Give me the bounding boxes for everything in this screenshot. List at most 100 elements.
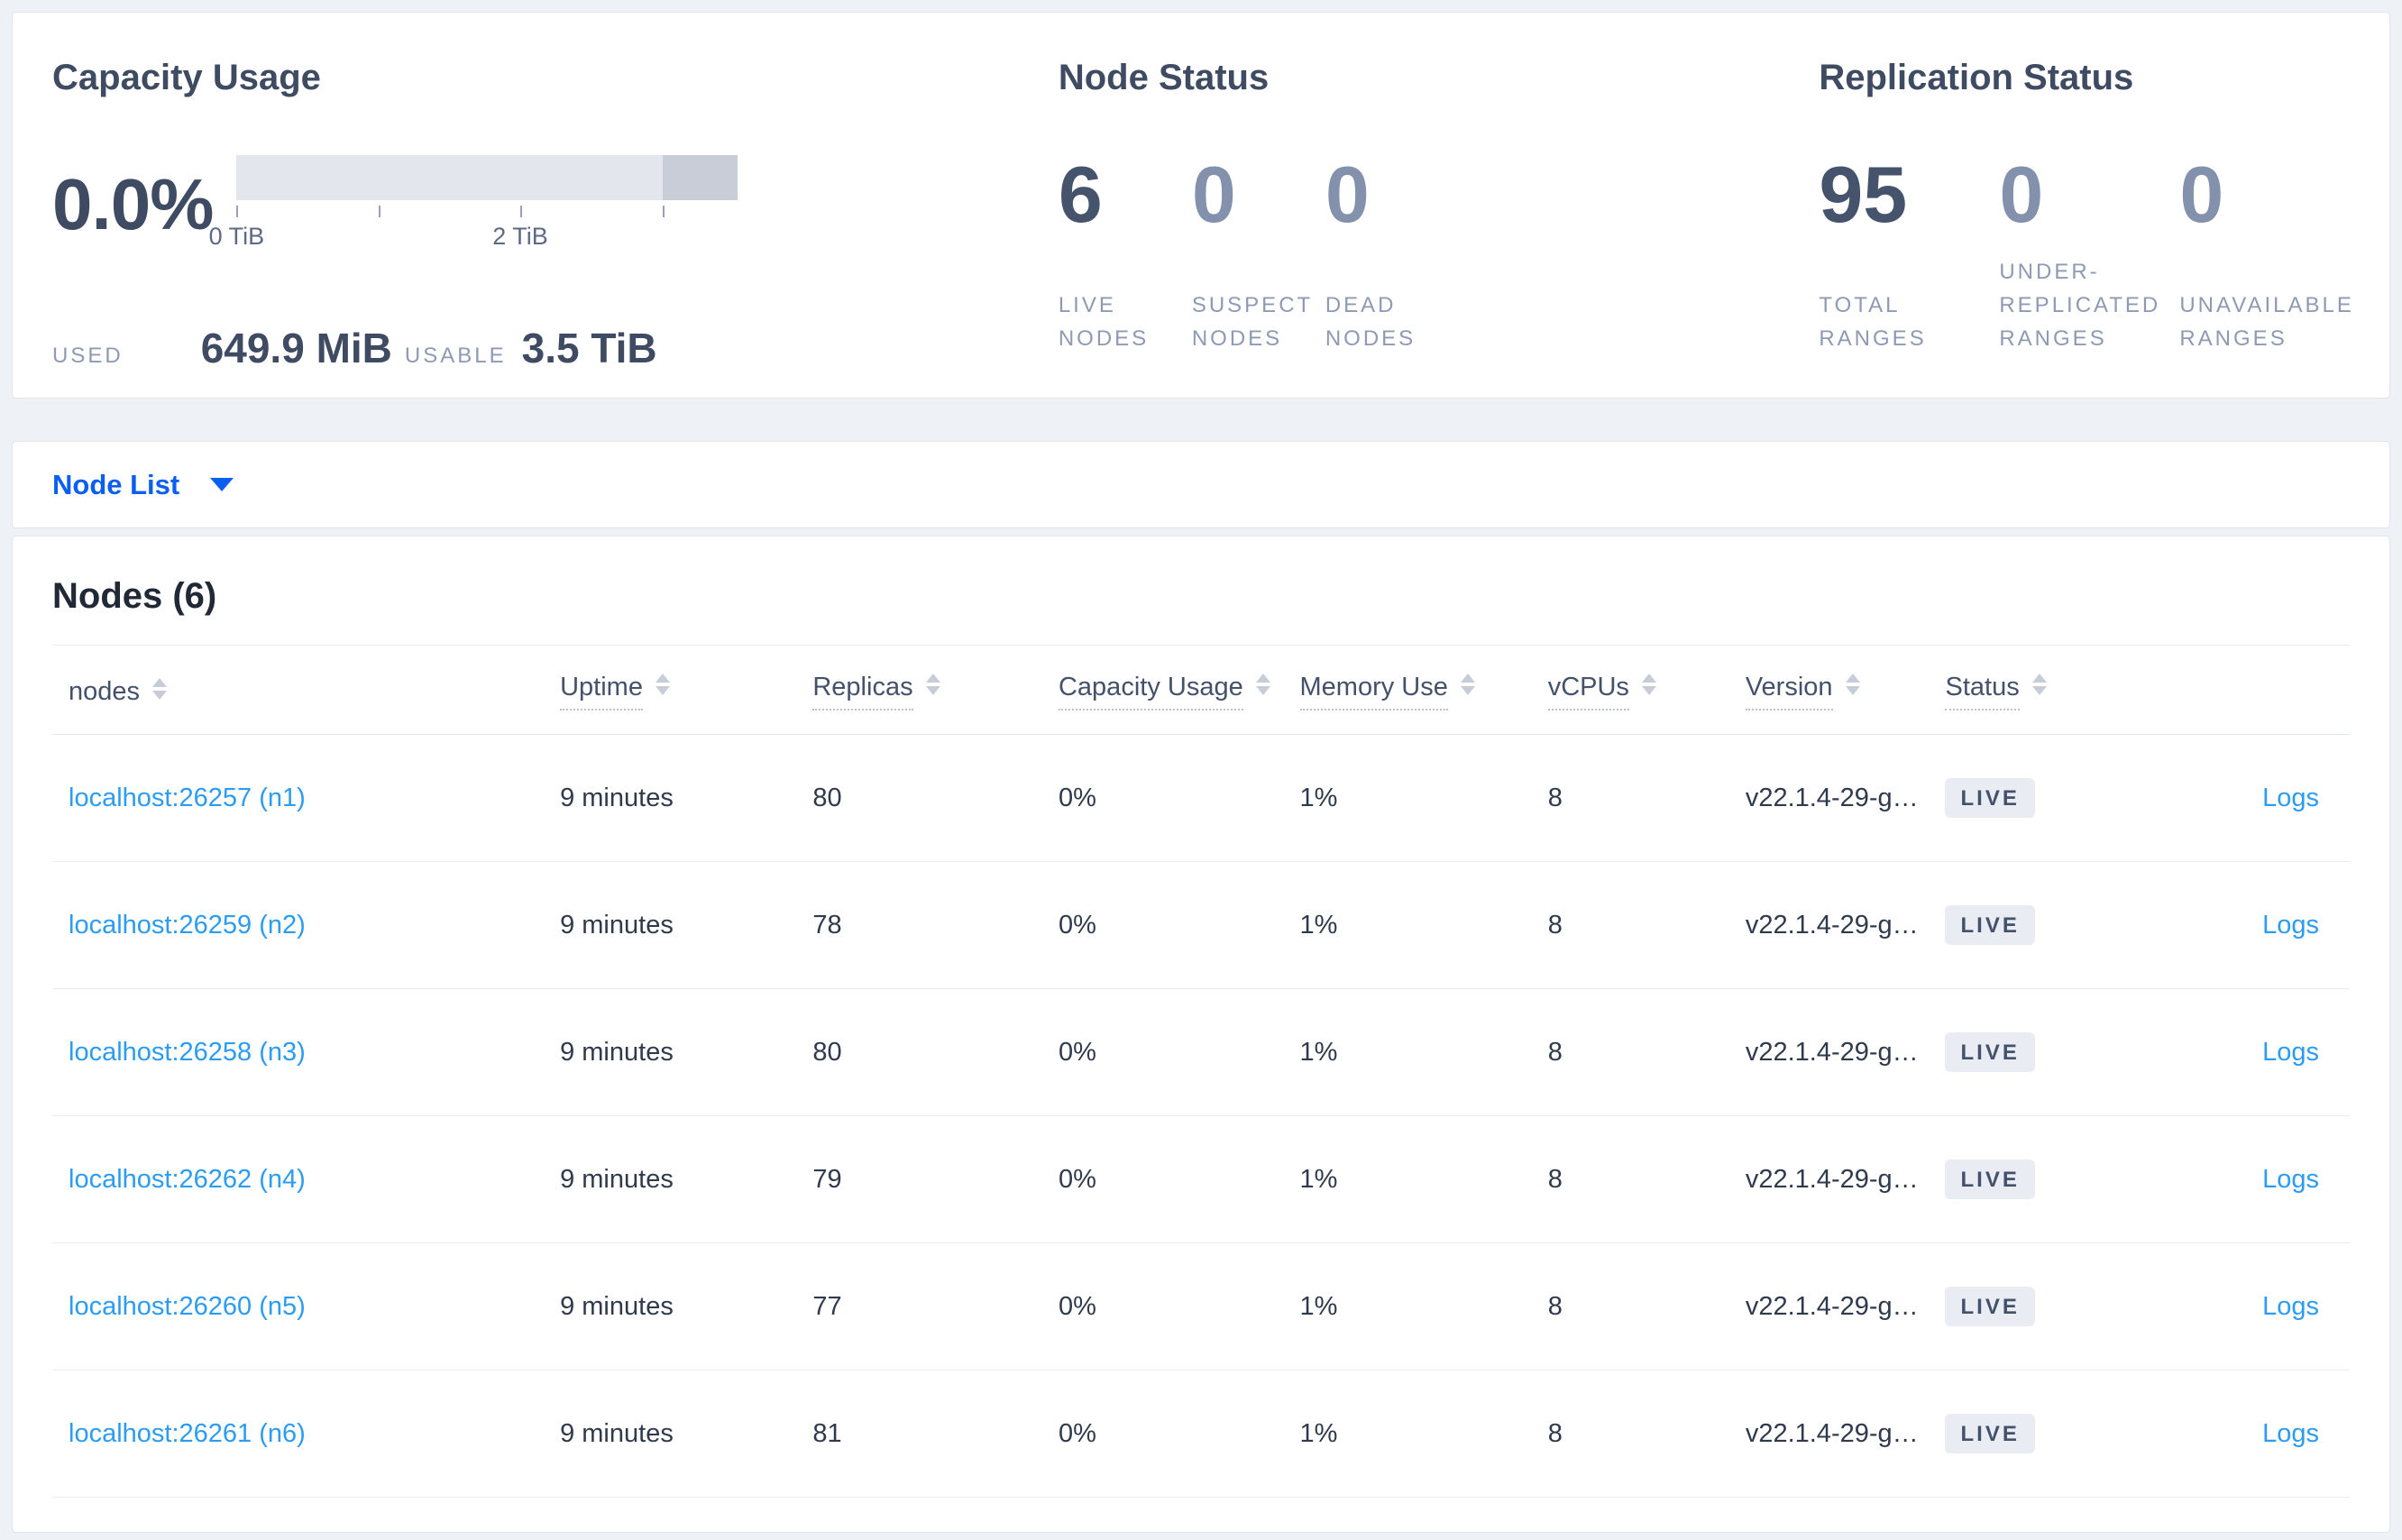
- node-list-dropdown[interactable]: Node List: [52, 468, 180, 500]
- vcpus-cell: 8: [1547, 783, 1563, 812]
- sort-icon: [1460, 674, 1475, 696]
- under-replicated-value: 0: [1999, 150, 2044, 239]
- replicas-cell: 77: [812, 1291, 842, 1321]
- tick-mark: [236, 206, 239, 217]
- capacity-cell: 0%: [1058, 1418, 1096, 1448]
- suspect-nodes-label: SUSPECT NODES: [1191, 293, 1313, 351]
- sort-icon: [1845, 674, 1860, 696]
- version-cell: v22.1.4-29-g…: [1745, 1291, 1919, 1321]
- status-badge: LIVE: [1945, 1414, 2035, 1453]
- column-header-vcpus[interactable]: vCPUs: [1547, 673, 1746, 710]
- table-row: localhost:26257 (n1) 9 minutes 80 0% 1% …: [52, 735, 2350, 862]
- status-badge: LIVE: [1945, 1032, 2035, 1072]
- column-header-capacity-usage[interactable]: Capacity Usage: [1058, 673, 1300, 710]
- capacity-cell: 0%: [1058, 1037, 1096, 1067]
- column-header-uptime[interactable]: Uptime: [560, 673, 812, 710]
- suspect-nodes-stat: 0 SUSPECT NODES: [1192, 155, 1325, 355]
- capacity-usage-title: Capacity Usage: [52, 58, 321, 97]
- capacity-stats-row: USED 649.9 MiB USABLE 3.5 TiB: [52, 324, 1059, 372]
- uptime-cell: 9 minutes: [560, 1037, 674, 1067]
- capacity-cell: 0%: [1058, 910, 1096, 940]
- tick-label-2tib: 2 TiB: [492, 223, 548, 250]
- capacity-bar: 0 TiB 2 TiB: [209, 155, 738, 253]
- chevron-down-icon[interactable]: [210, 478, 234, 491]
- total-ranges-stat: 95 TOTAL RANGES: [1819, 155, 1999, 355]
- total-ranges-label: TOTAL RANGES: [1819, 293, 1927, 351]
- replication-status-title: Replication Status: [1819, 58, 2134, 97]
- sort-icon: [152, 677, 168, 700]
- column-header-memory-use[interactable]: Memory Use: [1299, 673, 1548, 710]
- table-header-row: nodes Uptime Replicas Capacity Usage Mem…: [52, 646, 2350, 735]
- node-link[interactable]: localhost:26257 (n1): [69, 783, 306, 812]
- capacity-percent-value: 0.0%: [52, 163, 214, 244]
- dead-nodes-value: 0: [1325, 150, 1370, 239]
- replicas-cell: 81: [812, 1418, 842, 1448]
- memory-cell: 1%: [1299, 1418, 1338, 1448]
- tick-mark: [378, 206, 380, 217]
- capacity-gauge: 0.0% 0 TiB 2 TiB: [52, 155, 1059, 253]
- tick-mark: [662, 206, 665, 217]
- live-nodes-value: 6: [1058, 150, 1103, 239]
- vcpus-cell: 8: [1547, 1418, 1563, 1448]
- node-status-title: Node Status: [1058, 58, 1270, 97]
- vcpus-cell: 8: [1547, 910, 1563, 940]
- capacity-bar-reserved-segment: [662, 155, 738, 200]
- node-status-section: Node Status 6 LIVE NODES 0 SUSPECT NODES…: [1059, 56, 1820, 398]
- column-header-version[interactable]: Version: [1745, 673, 1946, 710]
- column-header-status[interactable]: Status: [1945, 673, 2145, 710]
- capacity-cell: 0%: [1058, 1291, 1096, 1321]
- sort-icon: [655, 674, 670, 696]
- sort-icon: [1255, 674, 1270, 696]
- version-cell: v22.1.4-29-g…: [1745, 1164, 1919, 1194]
- vcpus-cell: 8: [1547, 1164, 1563, 1194]
- unavailable-ranges-label: UNAVAILABLE RANGES: [2179, 293, 2354, 351]
- replication-status-section: Replication Status 95 TOTAL RANGES 0 UND…: [1819, 56, 2389, 398]
- sort-icon: [2031, 674, 2047, 696]
- uptime-cell: 9 minutes: [560, 1164, 674, 1194]
- sort-icon: [925, 674, 940, 696]
- node-link[interactable]: localhost:26261 (n6): [69, 1418, 306, 1448]
- replicas-cell: 78: [812, 910, 842, 940]
- logs-link[interactable]: Logs: [2262, 1291, 2319, 1321]
- cluster-summary-card: Capacity Usage 0.0% 0 TiB 2 TiB: [12, 12, 2390, 399]
- node-link[interactable]: localhost:26260 (n5): [69, 1291, 306, 1321]
- logs-link[interactable]: Logs: [2262, 1037, 2319, 1067]
- live-nodes-stat: 6 LIVE NODES: [1059, 155, 1192, 355]
- dead-nodes-label: DEAD NODES: [1325, 293, 1416, 351]
- uptime-cell: 9 minutes: [560, 1291, 674, 1321]
- used-label: USED: [52, 344, 124, 368]
- column-header-replicas[interactable]: Replicas: [812, 673, 1059, 710]
- replicas-cell: 80: [812, 1037, 842, 1067]
- replicas-cell: 80: [812, 783, 842, 812]
- node-link[interactable]: localhost:26259 (n2): [69, 910, 306, 940]
- status-badge: LIVE: [1945, 1160, 2035, 1199]
- memory-cell: 1%: [1299, 783, 1338, 812]
- status-badge: LIVE: [1945, 905, 2035, 945]
- usable-value: 3.5 TiB: [521, 325, 657, 371]
- dead-nodes-stat: 0 DEAD NODES: [1325, 155, 1459, 355]
- uptime-cell: 9 minutes: [560, 910, 674, 940]
- logs-link[interactable]: Logs: [2262, 1418, 2319, 1448]
- version-cell: v22.1.4-29-g…: [1745, 783, 1919, 812]
- table-row: localhost:26258 (n3) 9 minutes 80 0% 1% …: [52, 989, 2350, 1116]
- divider: [52, 645, 2350, 646]
- version-cell: v22.1.4-29-g…: [1745, 1418, 1919, 1448]
- logs-link[interactable]: Logs: [2262, 910, 2319, 940]
- suspect-nodes-value: 0: [1191, 150, 1236, 239]
- nodes-table-card: Nodes (6) nodes Uptime Replicas Capacity…: [12, 536, 2390, 1533]
- logs-link[interactable]: Logs: [2262, 783, 2319, 812]
- capacity-usage-section: Capacity Usage 0.0% 0 TiB 2 TiB: [13, 56, 1059, 398]
- sort-icon: [1641, 674, 1656, 696]
- replicas-cell: 79: [812, 1164, 842, 1194]
- used-value: 649.9 MiB: [200, 325, 392, 371]
- node-link[interactable]: localhost:26258 (n3): [69, 1037, 306, 1067]
- logs-link[interactable]: Logs: [2262, 1164, 2319, 1194]
- memory-cell: 1%: [1299, 1291, 1338, 1321]
- node-link[interactable]: localhost:26262 (n4): [69, 1164, 306, 1194]
- table-row: localhost:26259 (n2) 9 minutes 78 0% 1% …: [52, 862, 2350, 989]
- under-replicated-stat: 0 UNDER-REPLICATED RANGES: [1999, 155, 2179, 355]
- unavailable-ranges-stat: 0 UNAVAILABLE RANGES: [2179, 155, 2367, 355]
- usable-label: USABLE: [404, 344, 507, 368]
- table-row: localhost:26262 (n4) 9 minutes 79 0% 1% …: [52, 1116, 2350, 1243]
- column-header-nodes[interactable]: nodes: [52, 677, 560, 707]
